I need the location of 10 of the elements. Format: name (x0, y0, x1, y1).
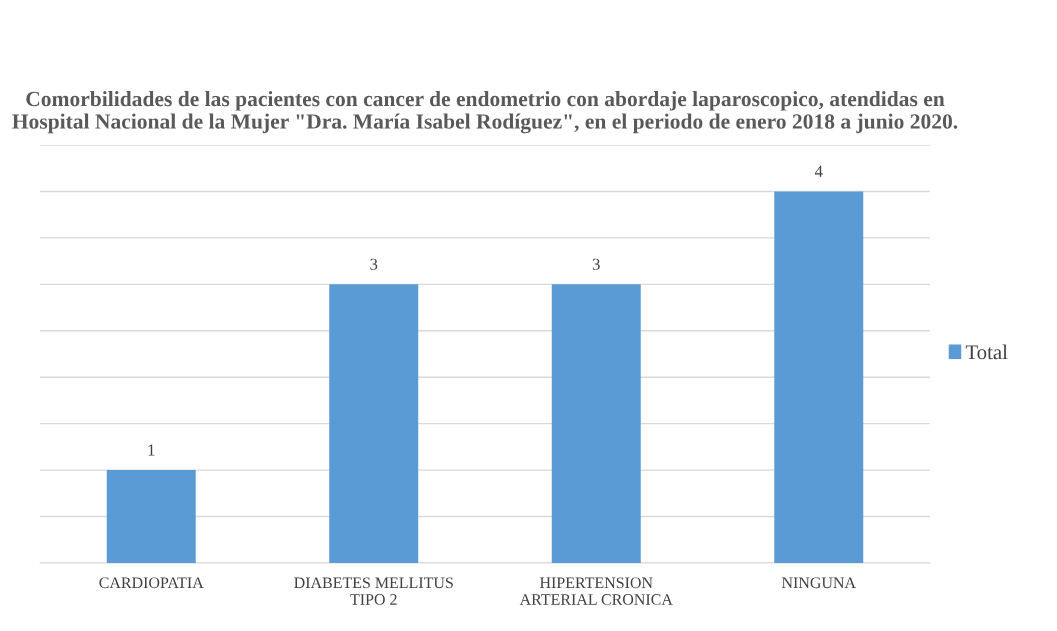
x-tick-label: DIABETES MELLITUS TIPO 2 (294, 577, 453, 605)
data-label: 3 (370, 258, 378, 270)
data-label: 3 (592, 258, 600, 270)
data-label: 4 (814, 165, 823, 177)
x-tick-label: CARDIOPATIA (99, 577, 204, 589)
chart-title: Comorbilidades de las pacientes con cancer de endometrio con abordaje laparoscopico, atendidas en Hospital Nacional de la Mujer "Dra. María Isabel Rodíguez", en el periodo de enero 2018 a junio 2020. (12, 91, 958, 134)
data-label: 1 (148, 444, 155, 456)
legend-label: Total (965, 344, 1008, 360)
x-tick-label: HIPERTENSION ARTERIAL CRONICA (519, 577, 673, 605)
x-tick-label: NINGUNA (781, 577, 856, 589)
